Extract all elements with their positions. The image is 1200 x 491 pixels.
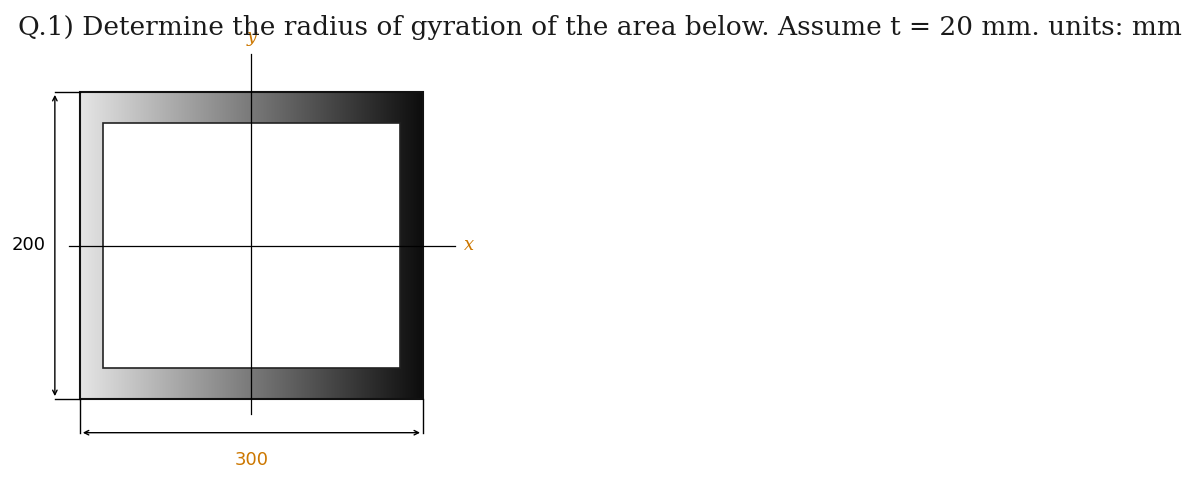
Text: y: y [246, 28, 257, 46]
Text: x: x [464, 237, 474, 254]
Text: Q.1) Determine the radius of gyration of the area below. Assume t = 20 mm. units: Q.1) Determine the radius of gyration of… [18, 15, 1182, 40]
Bar [103, 123, 400, 368]
Text: 300: 300 [234, 451, 269, 469]
Text: 200: 200 [12, 237, 46, 254]
Bar [80, 92, 422, 399]
Bar [103, 123, 400, 368]
